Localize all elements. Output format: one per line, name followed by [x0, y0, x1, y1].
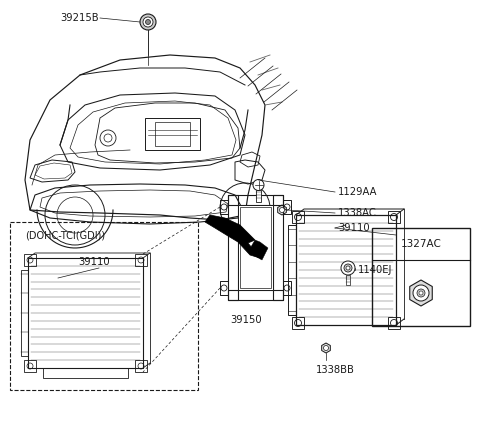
Polygon shape — [205, 215, 260, 258]
Circle shape — [140, 14, 156, 30]
Bar — [240, 207, 271, 288]
Bar — [288, 225, 296, 315]
Bar — [28, 258, 143, 368]
Bar — [292, 211, 304, 223]
Polygon shape — [248, 240, 268, 260]
Circle shape — [344, 264, 352, 272]
Bar — [135, 254, 147, 266]
Bar — [228, 195, 283, 205]
Bar — [238, 205, 273, 290]
Bar — [135, 360, 147, 372]
Text: 1338AC: 1338AC — [338, 208, 377, 218]
Bar — [43, 368, 128, 378]
Bar — [155, 122, 190, 146]
Polygon shape — [322, 343, 330, 353]
Bar — [346, 275, 350, 285]
Bar — [24, 360, 36, 372]
Bar — [283, 200, 291, 214]
Circle shape — [417, 289, 425, 297]
Text: 1129AA: 1129AA — [338, 187, 377, 197]
Bar — [228, 195, 238, 300]
Text: 1338BB: 1338BB — [315, 365, 354, 375]
Text: 1327AC: 1327AC — [401, 239, 442, 249]
Bar — [388, 211, 400, 223]
Text: 39215B: 39215B — [60, 13, 98, 23]
Bar — [256, 190, 261, 202]
Bar — [273, 195, 283, 300]
Bar — [220, 200, 228, 214]
Circle shape — [253, 179, 264, 190]
Circle shape — [324, 346, 328, 351]
Bar — [283, 281, 291, 295]
Circle shape — [341, 261, 355, 275]
Bar — [145, 118, 200, 150]
Circle shape — [419, 291, 423, 295]
Bar — [372, 228, 470, 326]
Circle shape — [413, 285, 429, 301]
Text: 39110: 39110 — [78, 257, 110, 267]
Bar — [296, 215, 396, 325]
Bar — [228, 290, 283, 300]
Circle shape — [279, 208, 285, 212]
Circle shape — [346, 266, 350, 270]
Bar — [388, 317, 400, 329]
Polygon shape — [277, 205, 287, 215]
Bar — [10, 222, 198, 390]
Circle shape — [143, 17, 153, 27]
Text: (DOHC-TCI(GDI)): (DOHC-TCI(GDI)) — [25, 231, 105, 241]
Text: 39150: 39150 — [230, 315, 262, 325]
Circle shape — [145, 19, 151, 25]
Bar — [21, 270, 28, 356]
Bar — [292, 317, 304, 329]
Text: 1140EJ: 1140EJ — [358, 265, 392, 275]
Bar — [24, 254, 36, 266]
Text: 39110: 39110 — [338, 223, 370, 233]
Bar — [220, 281, 228, 295]
Polygon shape — [410, 280, 432, 306]
